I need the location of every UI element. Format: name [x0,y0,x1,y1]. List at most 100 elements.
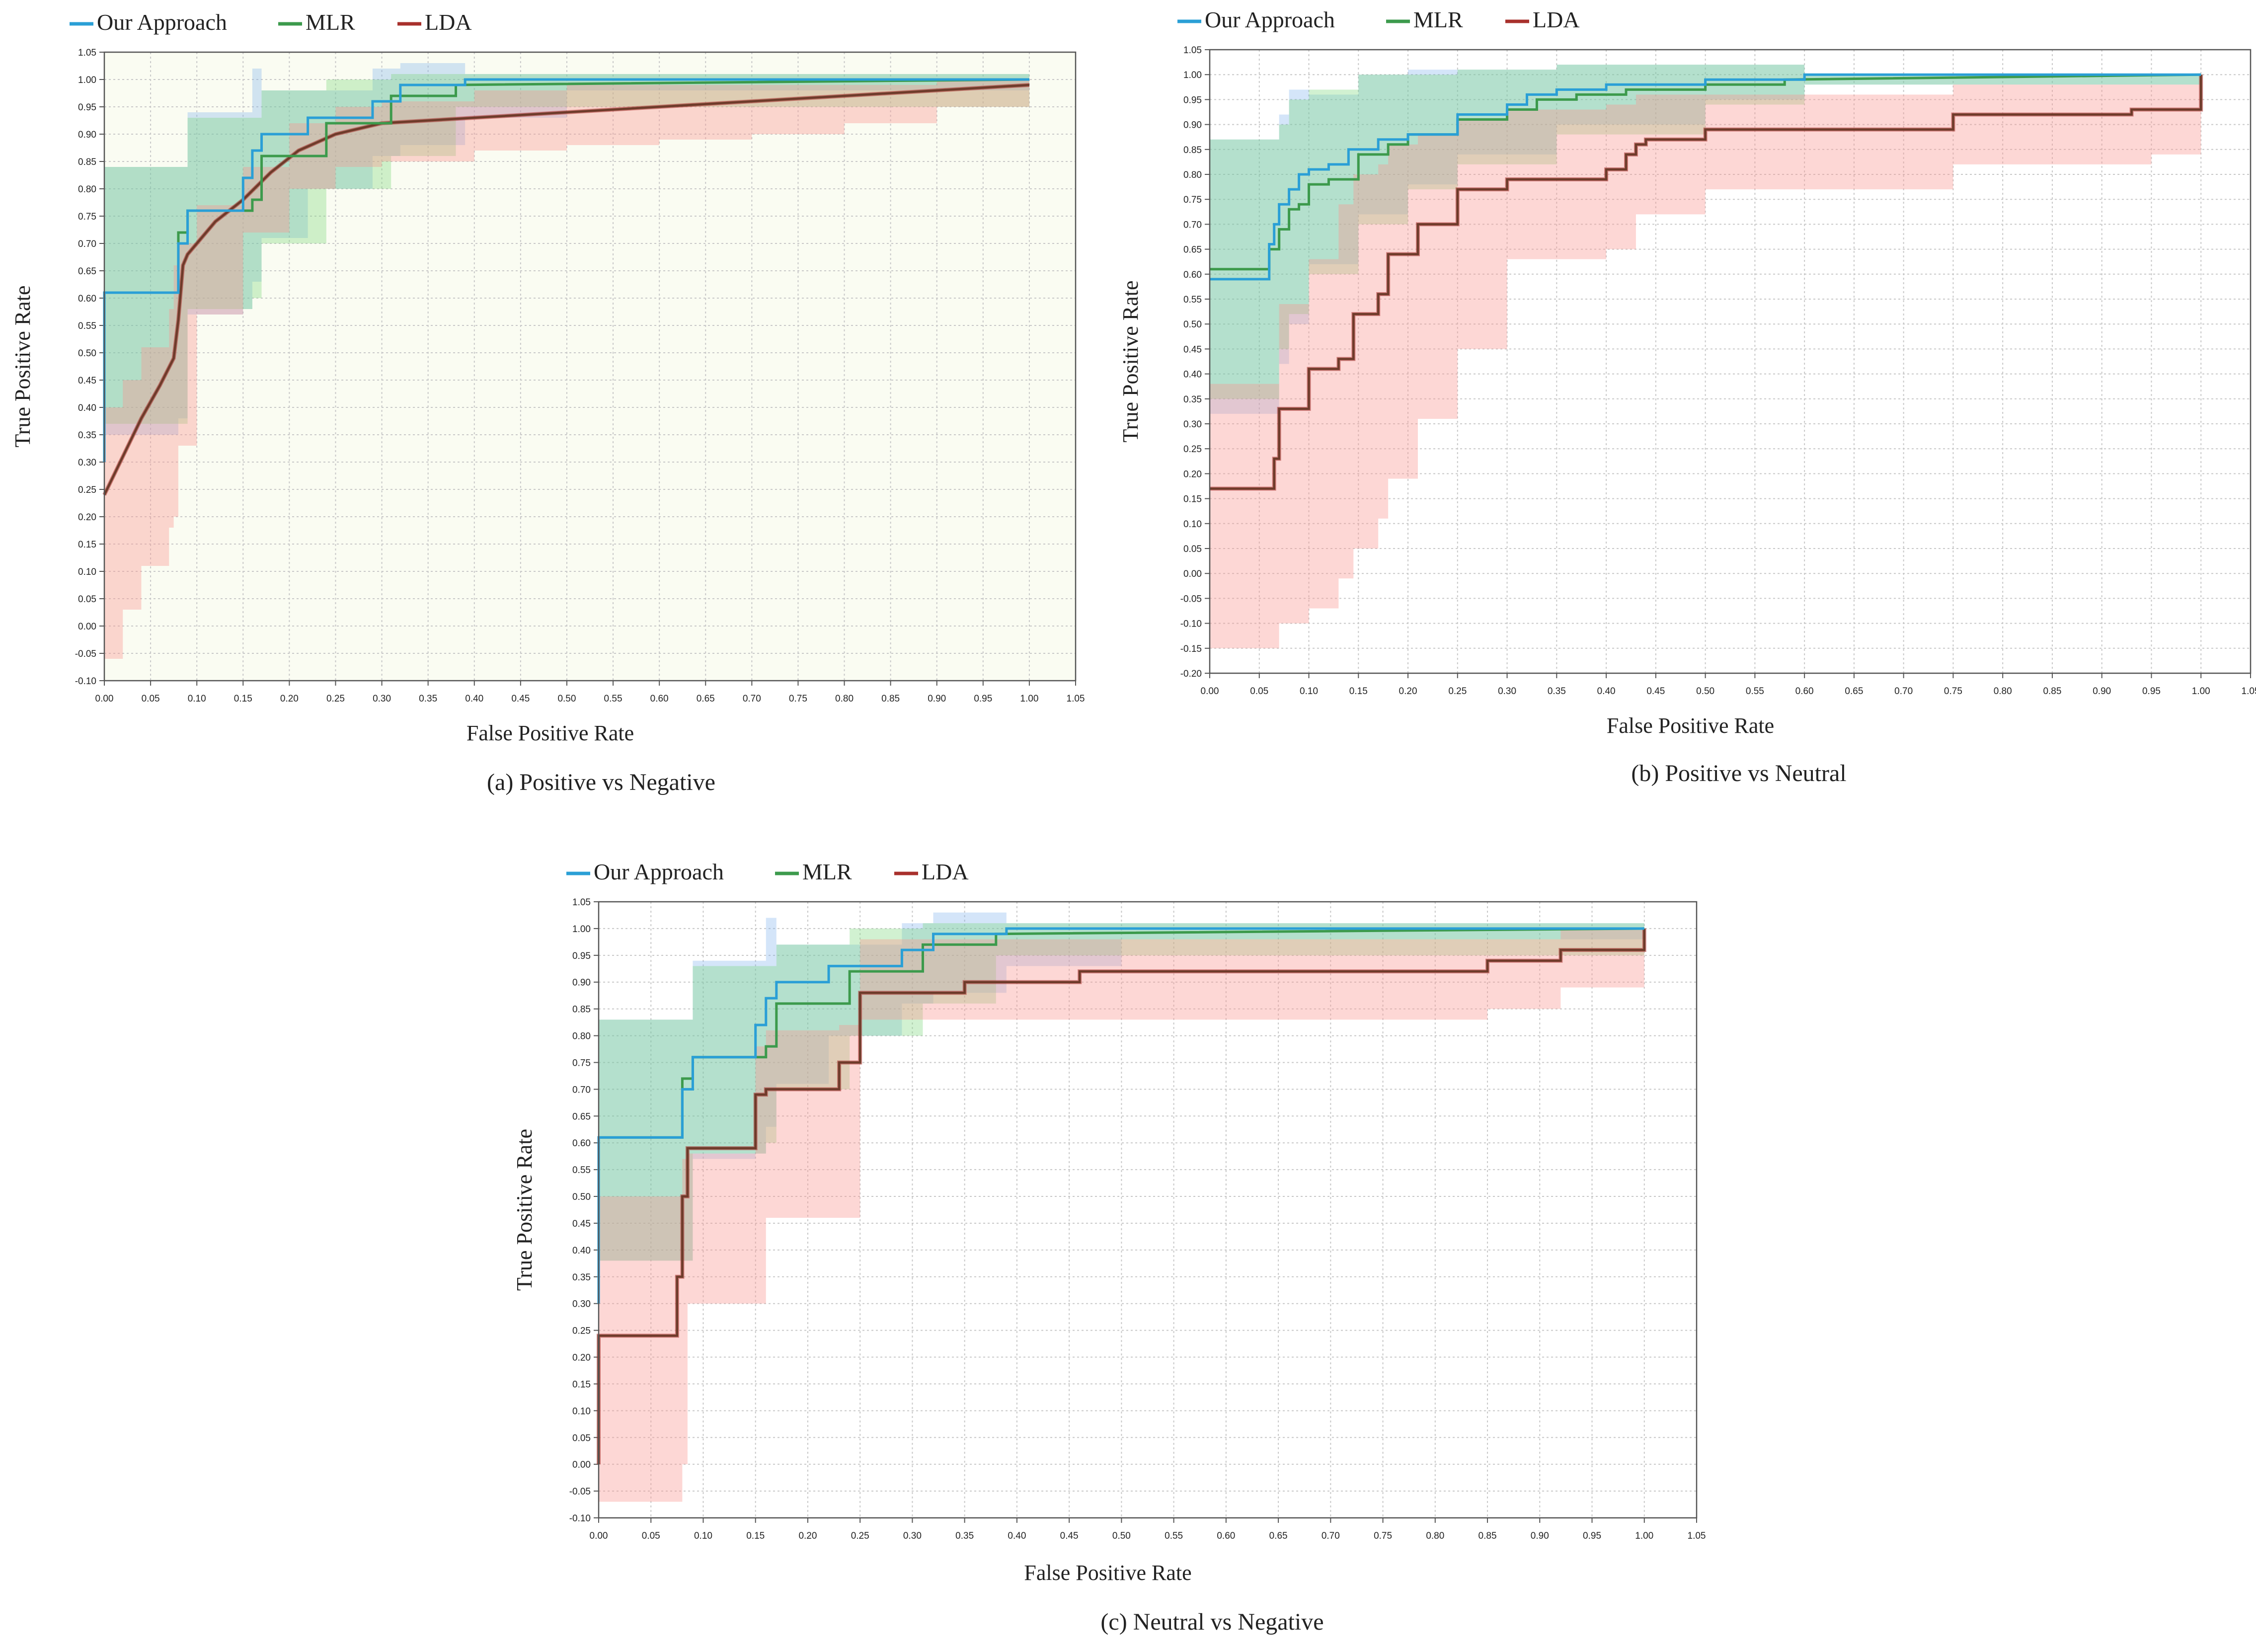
y-tick-label: 0.10 [572,1406,591,1416]
x-tick-label: 0.90 [2093,686,2111,697]
x-tick-label: 0.55 [604,694,622,704]
x-tick-label: 0.00 [1201,686,1219,697]
y-tick-label: 0.90 [1183,120,1202,131]
x-tick-label: 0.20 [798,1531,817,1541]
y-tick-label: 0.20 [78,512,96,523]
y-tick-label: -0.10 [1180,619,1202,629]
x-tick-label: 0.30 [903,1531,922,1541]
plot-frame [1209,49,2252,674]
series-line-our-approach [103,78,1029,462]
x-axis-label: False Positive Rate [1024,1561,1191,1585]
y-axis-label: True Positive Rate [10,286,35,448]
y-tick-label: 0.50 [1183,319,1202,330]
x-tick-label: 0.25 [851,1531,869,1541]
y-tick-label: 0.45 [1183,344,1202,355]
y-tick-label: 0.00 [1183,569,1202,579]
y-tick-label: 0.25 [1183,444,1202,455]
x-tick-label: 0.65 [697,694,715,704]
series-lines [597,927,1646,1465]
y-tick-label: 1.00 [1183,70,1202,80]
legend: Our Approach MLR LDA [566,859,969,884]
x-tick-label: 0.75 [789,694,807,704]
y-tick-label: 0.95 [1183,95,1202,105]
grid: 0.00 0.05 0.10 0.15 0.20 0.25 0.30 0.35 0.40 0.45… [569,897,1706,1541]
legend-label: Our Approach [594,859,724,884]
y-tick-label: 0.85 [572,1005,591,1015]
y-tick-label: 1.00 [572,924,591,935]
y-tick-label: -0.05 [569,1487,591,1497]
y-tick-label: -0.05 [1180,594,1202,604]
x-tick-label: 0.45 [1060,1531,1079,1541]
y-tick-label: 0.75 [78,212,96,222]
y-tick-label: 0.70 [78,239,96,249]
x-tick-label: 0.30 [373,694,391,704]
x-tick-label: 0.00 [95,694,114,704]
x-axis-label: False Positive Rate [1607,713,1774,738]
series-line-lda [103,83,1030,495]
x-tick-label: 0.75 [1944,686,1962,697]
x-axis-label: False Positive Rate [467,721,634,745]
chart-svg-a: 0.00 0.05 0.10 0.15 0.20 0.25 0.30 0.35 0.40 0.45… [10,9,1085,795]
y-tick-label: 0.75 [572,1058,591,1068]
x-tick-label: 0.25 [326,694,345,704]
x-tick-label: 0.85 [1478,1531,1497,1541]
legend-label: LDA [425,9,472,35]
x-tick-label: 0.25 [1448,686,1467,697]
x-tick-label: 0.50 [557,694,576,704]
y-tick-label: 0.95 [78,102,96,113]
x-tick-label: 0.95 [2142,686,2161,697]
roc-chart-positive-vs-neutral: 0.00 0.05 0.10 0.15 0.20 0.25 0.30 0.35 0.40 0.45… [1113,0,2256,815]
band-mlr [104,74,1029,424]
x-tick-label: 0.70 [743,694,761,704]
x-tick-label: 1.05 [2242,686,2256,697]
series-line-lda [597,928,1646,1465]
series-line-our-approach [1210,73,2201,281]
legend: Our Approach MLR LDA [70,9,472,35]
x-tick-label: 0.95 [974,694,992,704]
x-tick-label: 0.70 [1894,686,1913,697]
legend-label: MLR [1413,7,1463,32]
y-tick-label: 0.40 [1183,370,1202,380]
x-tick-label: 0.80 [835,694,854,704]
y-axis-label: True Positive Rate [1118,281,1143,443]
x-tick-label: 0.40 [465,694,483,704]
y-tick-label: 0.35 [1183,394,1202,405]
y-tick-label: 0.90 [78,130,96,140]
x-tick-label: 0.35 [1548,686,1566,697]
x-tick-label: 0.05 [142,694,160,704]
y-tick-label: 0.40 [572,1246,591,1256]
x-tick-label: 0.75 [1374,1531,1392,1541]
y-tick-label: 0.50 [78,348,96,359]
x-tick-label: 1.00 [2192,686,2210,697]
x-tick-label: 0.35 [419,694,437,704]
x-tick-label: 0.10 [1300,686,1318,697]
y-tick-label: 0.20 [572,1353,591,1363]
x-tick-label: 0.35 [955,1531,974,1541]
y-tick-label: 0.05 [78,594,96,605]
x-tick-label: 0.45 [1646,686,1665,697]
chart-caption: (a) Positive vs Negative [487,769,715,795]
y-tick-label: 0.60 [78,294,96,304]
band-our-approach [1210,65,2201,414]
y-tick-label: 1.05 [1183,45,1202,56]
x-tick-label: 0.85 [881,694,900,704]
y-tick-label: 1.00 [78,75,96,85]
confidence-bands [104,63,1029,659]
x-tick-label: 0.60 [1217,1531,1235,1541]
y-tick-label: 0.95 [572,951,591,961]
y-tick-label: 0.70 [572,1085,591,1095]
x-tick-label: 0.60 [1795,686,1814,697]
y-tick-label: 0.00 [78,622,96,632]
x-tick-label: 0.50 [1696,686,1714,697]
y-tick-label: -0.10 [75,676,96,687]
x-tick-label: 0.45 [511,694,530,704]
y-tick-label: -0.20 [1180,669,1202,679]
x-tick-label: 0.90 [1531,1531,1549,1541]
band-our-approach [104,63,1029,435]
x-tick-label: 0.10 [188,694,206,704]
y-tick-label: 0.20 [1183,469,1202,479]
x-tick-label: 1.00 [1635,1531,1653,1541]
x-tick-label: 1.00 [1020,694,1038,704]
x-tick-label: 1.05 [1067,694,1085,704]
x-tick-label: 0.55 [1165,1531,1183,1541]
